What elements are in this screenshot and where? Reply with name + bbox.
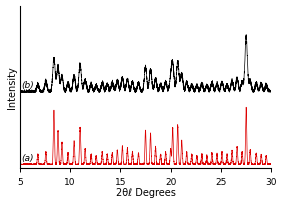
X-axis label: 2θℓ Degrees: 2θℓ Degrees xyxy=(116,187,176,197)
Y-axis label: Intensity: Intensity xyxy=(7,66,17,109)
Text: (a): (a) xyxy=(22,153,34,162)
Text: (b): (b) xyxy=(22,81,34,90)
